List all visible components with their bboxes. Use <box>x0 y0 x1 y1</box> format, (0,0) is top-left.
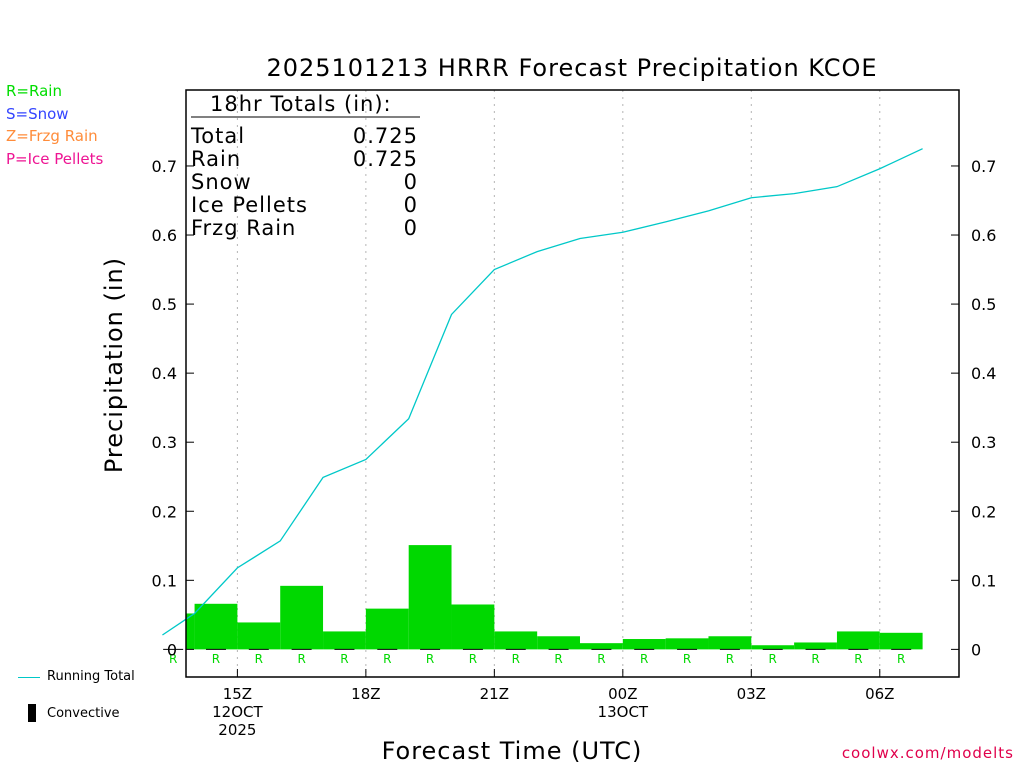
precip-bar <box>323 631 366 650</box>
y-tick-label: 0.5 <box>152 295 177 314</box>
axis-layer: 0 00.1 0.10.2 0.20.3 0.30.4 0.40.5 0.50.6 0.60.… <box>152 89 996 739</box>
precip-type-label: R <box>640 652 648 666</box>
legend-frzg-rain: Z=Frzg Rain <box>6 127 98 145</box>
precip-bar <box>622 639 666 650</box>
precip-bar <box>708 636 752 650</box>
chart-title: 2025101213 HRRR Forecast Precipitation K… <box>266 54 877 82</box>
x-tick-label: 03Z <box>737 685 766 703</box>
precip-type-label: R <box>469 652 477 666</box>
totals-row-label: Frzg Rain <box>191 216 296 240</box>
totals-row-value: 0 <box>404 216 418 240</box>
precip-type-label: R <box>383 652 391 666</box>
precip-bar <box>579 643 623 650</box>
precip-type-label: R <box>554 652 562 666</box>
x-tick-label: 15Z <box>223 685 252 703</box>
precip-bar <box>186 613 195 650</box>
x-tick-label: 2025 <box>218 721 256 739</box>
totals-row-label: Ice Pellets <box>191 193 308 217</box>
x-tick-label: 06Z <box>865 685 894 703</box>
precip-bar <box>408 545 452 650</box>
convective-swatch <box>28 704 36 722</box>
legend-ice-pellets: P=Ice Pellets <box>6 150 104 168</box>
totals-row-label: Rain <box>191 147 241 171</box>
totals-box: 18hr Totals (in): Total 0.725 Rain 0.725 Snow… <box>190 92 420 240</box>
y-tick-label: 0.4 <box>152 364 177 383</box>
x-tick-label: 21Z <box>480 685 509 703</box>
precip-bar <box>194 603 238 650</box>
x-tick-label: 12OCT <box>212 703 263 721</box>
line-layer <box>162 148 923 636</box>
legend-rain: R=Rain <box>6 82 62 100</box>
precip-type-label: R <box>769 652 777 666</box>
x-tick-label: 18Z <box>351 685 380 703</box>
totals-row-value: 0.725 <box>353 124 418 148</box>
y-tick-label-right: 0 <box>971 640 981 659</box>
precip-type-label: R <box>297 652 305 666</box>
y-tick-label-right: 0.3 <box>971 433 996 452</box>
precip-type-label: R <box>255 652 263 666</box>
precip-bar <box>537 636 580 650</box>
precip-type-label: R <box>340 652 348 666</box>
precip-bar <box>451 604 495 650</box>
precip-type-label: R <box>811 652 819 666</box>
totals-row-value: 0 <box>404 193 418 217</box>
precip-bar <box>665 638 709 650</box>
credit-link[interactable]: coolwx.com/modelts <box>841 744 1014 762</box>
y-tick-label: 0.6 <box>152 226 177 245</box>
x-tick-label: 00Z <box>608 685 637 703</box>
plot-frame <box>185 89 960 678</box>
y-tick-label-right: 0.1 <box>971 571 996 590</box>
y-tick-label: 0.1 <box>152 571 177 590</box>
bars-layer <box>163 545 923 650</box>
precip-type-label: R <box>683 652 691 666</box>
totals-row-value: 0 <box>404 170 418 194</box>
precip-type-label: R <box>169 652 177 666</box>
y-tick-label-right: 0.7 <box>971 157 996 176</box>
precip-type-label: R <box>897 652 905 666</box>
running-total-legend: Running Total <box>47 669 135 684</box>
running-total-swatch <box>18 677 40 678</box>
precip-bar <box>836 631 880 650</box>
y-tick-label: 0.7 <box>152 157 177 176</box>
precip-bar <box>280 585 324 650</box>
precip-bar <box>751 645 795 650</box>
precip-bar <box>494 631 538 650</box>
precip-type-label: R <box>426 652 434 666</box>
totals-row-label: Total <box>190 124 245 148</box>
precip-type-label: R <box>597 652 605 666</box>
y-tick-label-right: 0.2 <box>971 502 996 521</box>
precip-type-label: R <box>512 652 520 666</box>
y-tick-label: 0.2 <box>152 502 177 521</box>
x-axis-label: Forecast Time (UTC) <box>382 737 643 765</box>
totals-row-label: Snow <box>191 170 252 194</box>
y-tick-label-right: 0.6 <box>971 226 996 245</box>
y-tick-label: 0.3 <box>152 433 177 452</box>
totals-row-value: 0.725 <box>353 147 418 171</box>
precip-type-label: R <box>854 652 862 666</box>
y-axis-label: Precipitation (in) <box>100 257 128 473</box>
x-tick-label: 13OCT <box>598 703 649 721</box>
y-tick-label-right: 0.4 <box>971 364 996 383</box>
precip-bar <box>879 632 923 650</box>
precip-bar <box>365 608 409 650</box>
y-tick-label-right: 0.5 <box>971 295 996 314</box>
precip-type-label: R <box>212 652 220 666</box>
legend-snow: S=Snow <box>6 105 69 123</box>
convective-legend: Convective <box>47 706 120 721</box>
precip-bar <box>794 642 837 650</box>
running-total-line <box>162 148 923 636</box>
totals-header: 18hr Totals (in): <box>210 92 392 116</box>
y-tick-label: 0 <box>167 640 177 659</box>
grid-layer <box>236 90 881 677</box>
precip-type-label: R <box>726 652 734 666</box>
precip-bar <box>237 622 281 650</box>
